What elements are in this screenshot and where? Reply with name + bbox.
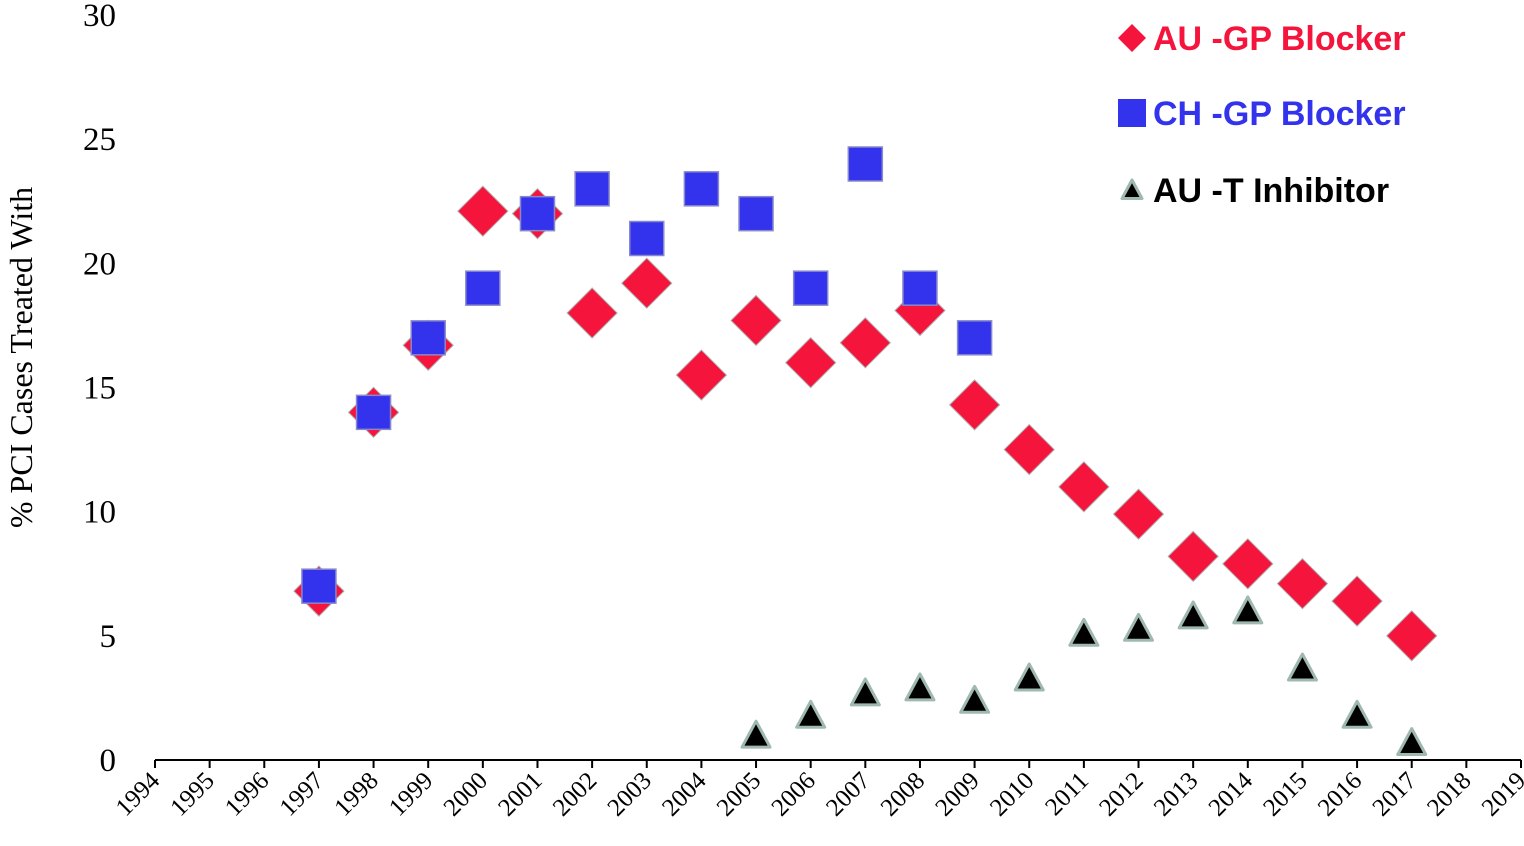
y-tick-label: 20 <box>83 246 116 282</box>
square-point <box>847 146 884 182</box>
x-tick-label: 1999 <box>384 767 438 821</box>
triangle-point <box>1068 617 1100 647</box>
square-point <box>683 171 720 207</box>
diamond-point <box>621 257 673 309</box>
diamond-point <box>1112 488 1165 540</box>
x-tick-label: 2012 <box>1094 767 1148 821</box>
x-tick-label: 2000 <box>439 767 493 821</box>
square-point <box>792 270 829 306</box>
triangle-point <box>740 719 772 749</box>
x-tick-label: 2003 <box>603 767 657 821</box>
diamond-point <box>784 336 837 389</box>
legend-label: AU -T Inhibitor <box>1153 172 1389 210</box>
square-point <box>519 195 556 232</box>
square-point <box>956 320 993 356</box>
square-point <box>629 220 665 257</box>
triangle-point <box>849 677 881 707</box>
diamond-point <box>457 185 509 237</box>
y-tick-label: 25 <box>83 122 116 158</box>
series-square-group <box>301 146 993 604</box>
x-tick-label: 1998 <box>329 767 383 821</box>
x-tick-label: 2005 <box>712 767 766 821</box>
triangle-point <box>904 672 936 702</box>
data-marks <box>293 146 1438 757</box>
x-tick-label: 1997 <box>275 767 329 821</box>
legend-label: CH -GP Blocker <box>1153 95 1406 133</box>
y-tick-label: 5 <box>100 619 117 655</box>
diamond-point <box>566 287 618 339</box>
x-tick-label: 2011 <box>1040 767 1094 821</box>
triangle-point <box>1341 699 1373 729</box>
diamond-point <box>1058 461 1110 513</box>
x-tick-label: 2014 <box>1204 767 1259 822</box>
diamond-point <box>1276 557 1329 610</box>
square-point <box>902 270 938 306</box>
square-point <box>410 320 446 356</box>
axes <box>154 759 1522 768</box>
triangle-point <box>1013 662 1045 692</box>
square-point <box>465 270 501 306</box>
x-tick-label: 2007 <box>821 767 875 821</box>
legend-square-marker <box>1118 99 1146 127</box>
x-tick-label: 2019 <box>1477 767 1524 821</box>
x-tick-label: 1996 <box>220 767 274 821</box>
triangle-point <box>795 699 827 729</box>
diamond-point <box>1003 423 1055 476</box>
y-tick-label: 10 <box>83 495 116 531</box>
y-tick-label: 30 <box>83 0 116 34</box>
series-triangle-group <box>740 595 1428 757</box>
diamond-point <box>1222 538 1274 590</box>
legend-label: AU -GP Blocker <box>1153 20 1406 58</box>
series-diamond-group <box>293 185 1438 662</box>
x-tick-label: 2001 <box>493 767 547 821</box>
square-point <box>301 568 337 604</box>
x-tick-label: 2009 <box>930 767 984 821</box>
x-tick-label: 1994 <box>111 767 166 822</box>
x-tick-label: 2015 <box>1258 767 1312 821</box>
square-point <box>355 394 392 431</box>
triangle-point <box>1177 600 1209 630</box>
x-tick-label: 2006 <box>766 767 820 821</box>
triangle-point <box>1396 727 1428 757</box>
y-axis-label: % PCI Cases Treated With <box>3 187 39 528</box>
triangle-point <box>1286 652 1318 682</box>
legend-diamond-marker <box>1118 24 1146 52</box>
x-tick-label: 2004 <box>657 767 712 822</box>
square-point <box>574 171 610 207</box>
x-tick-label: 2013 <box>1149 767 1203 821</box>
x-tick-label: 2002 <box>548 767 602 821</box>
x-tick-label: 2016 <box>1313 767 1367 821</box>
diamond-point <box>948 379 1001 431</box>
legend-entry: AU -GP Blocker <box>1118 20 1406 58</box>
y-tick-label: 0 <box>100 743 117 779</box>
x-tick-label: 1995 <box>165 767 219 821</box>
square-point <box>738 195 774 232</box>
triangle-point <box>959 684 991 714</box>
x-tick-label: 2008 <box>876 767 930 821</box>
triangle-point <box>1123 612 1155 642</box>
legend-triangle-marker <box>1120 178 1144 200</box>
diamond-point <box>1331 575 1383 627</box>
diamond-point <box>1167 530 1219 583</box>
triangle-point <box>1232 595 1264 625</box>
x-tick-label: 2018 <box>1422 767 1476 821</box>
legend-entry: AU -T Inhibitor <box>1120 172 1389 210</box>
legend-entry: CH -GP Blocker <box>1118 95 1406 133</box>
x-tick-label: 2017 <box>1368 767 1422 821</box>
x-tick-label: 2010 <box>985 767 1039 821</box>
legend: AU -GP Blocker CH -GP Blocker AU -T Inhibi… <box>1118 20 1406 210</box>
y-tick-label: 15 <box>83 371 116 407</box>
diamond-point <box>675 349 728 401</box>
diamond-point <box>839 317 892 369</box>
diamond-point <box>1386 610 1438 662</box>
diamond-point <box>730 294 782 347</box>
